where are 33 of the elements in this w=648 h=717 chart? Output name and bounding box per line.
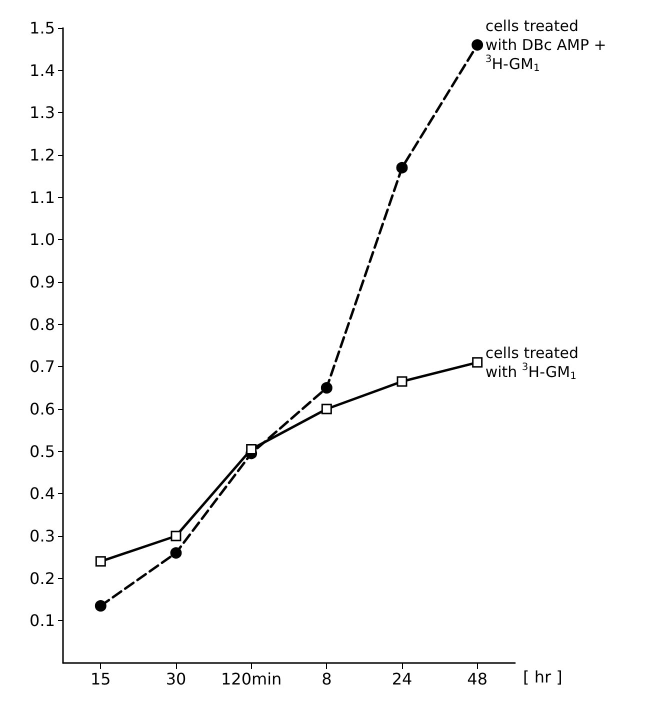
y-tick-label: 0.9 bbox=[30, 272, 55, 292]
point bbox=[321, 404, 332, 414]
y-tick-label: 0.1 bbox=[30, 611, 55, 630]
point bbox=[472, 357, 483, 368]
y-tick-label: 1.0 bbox=[30, 230, 55, 250]
y-tick-label: 1.3 bbox=[30, 103, 55, 122]
point bbox=[170, 547, 182, 559]
y-tick-label: 0.8 bbox=[30, 314, 55, 334]
point bbox=[246, 444, 257, 454]
x-tick-label: 24 bbox=[392, 670, 412, 688]
y-tick-label: 1.2 bbox=[30, 146, 55, 164]
x-tick-label: 15 bbox=[90, 670, 111, 688]
x-tick-label: 8 bbox=[322, 670, 332, 688]
y-tick-label: 1.1 bbox=[30, 188, 55, 207]
point bbox=[396, 162, 408, 174]
point bbox=[396, 376, 408, 387]
y-tick-label: 0.6 bbox=[30, 400, 55, 418]
x-tick-label: 120min bbox=[220, 670, 282, 688]
x-tick-label: 30 bbox=[166, 670, 186, 688]
point bbox=[170, 530, 182, 542]
y-tick-label: 0.2 bbox=[30, 568, 55, 588]
point bbox=[94, 600, 106, 612]
y-tick-label: 1.4 bbox=[30, 60, 55, 80]
point bbox=[95, 556, 106, 567]
y-tick-label: 0.3 bbox=[30, 526, 55, 546]
point bbox=[472, 39, 484, 51]
y-tick-label: 1.5 bbox=[30, 18, 55, 38]
x-axis-title: [ hr ] bbox=[523, 668, 562, 686]
y-tick-label: 0.4 bbox=[30, 484, 55, 504]
y-tick-label: 0.5 bbox=[30, 442, 55, 461]
y-tick-label: 0.7 bbox=[30, 357, 55, 376]
point bbox=[320, 382, 332, 394]
x-tick-label: 48 bbox=[467, 670, 488, 688]
